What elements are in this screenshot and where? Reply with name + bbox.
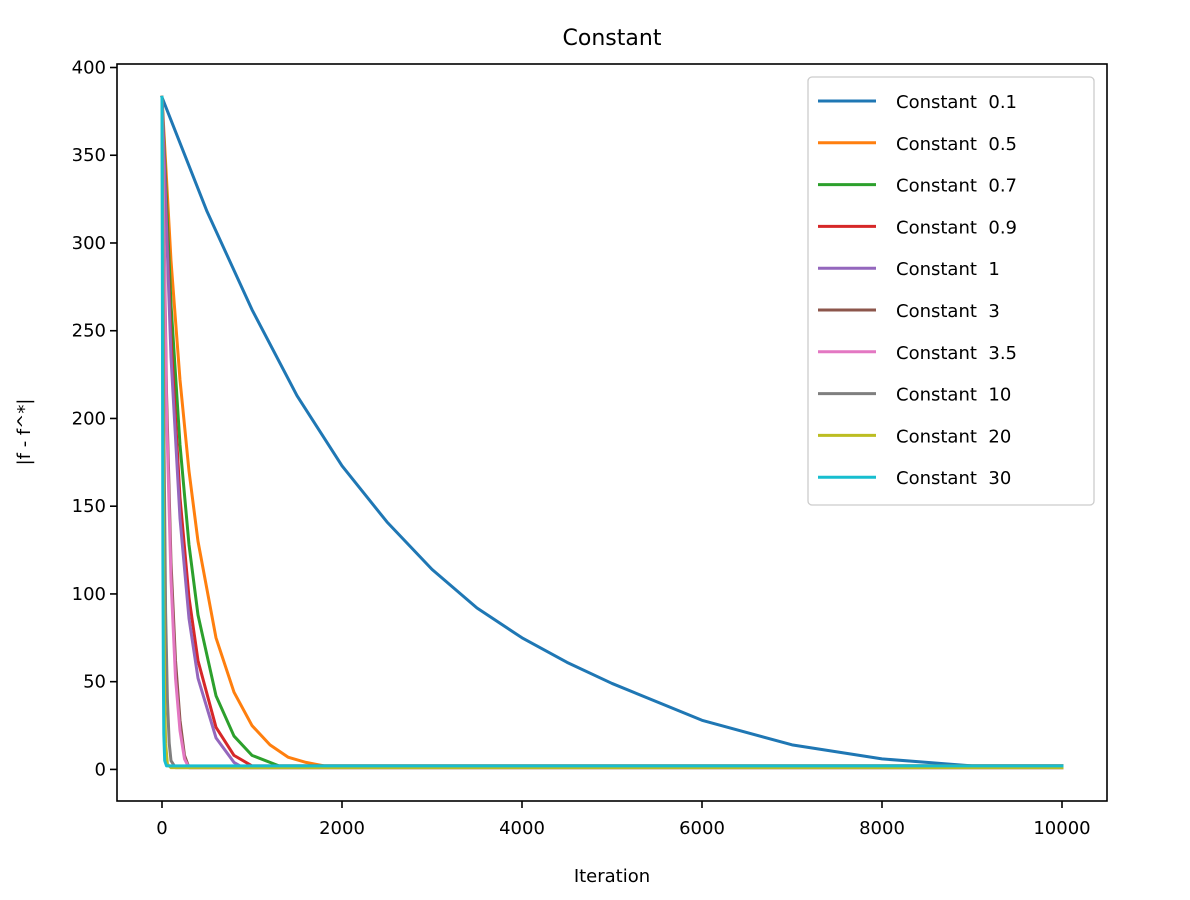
legend-label-1: Constant 0.1	[896, 92, 1017, 113]
y-tick-label: 0	[95, 759, 106, 780]
series-line-10	[160, 95, 1064, 768]
y-tick-label: 150	[72, 496, 106, 517]
y-axis-label: |f - f^*|	[14, 399, 35, 466]
legend: Constant 0.1 Constant 0.5 Constant 0.7 Cons…	[807, 76, 1095, 506]
x-tick-label: 8000	[859, 818, 905, 839]
x-tick-label: 10000	[1033, 818, 1090, 839]
plot-area: 0 2000 4000 6000 8000 10000 0 50 100 150 200 250 300…	[72, 58, 1108, 839]
legend-label-3: Constant 0.7	[896, 176, 1017, 197]
y-tick-label: 200	[72, 408, 106, 429]
x-tick-label: 4000	[499, 818, 545, 839]
legend-box	[807, 76, 1095, 506]
y-tick-label: 300	[72, 233, 106, 254]
y-tick-label: 250	[72, 321, 106, 342]
legend-label-10: Constant 30	[896, 468, 1011, 489]
legend-label-5: Constant 1	[896, 259, 1000, 280]
legend-label-9: Constant 20	[896, 426, 1011, 447]
y-tick-label: 350	[72, 145, 106, 166]
x-axis-label: Iteration	[574, 866, 650, 887]
y-tick-label: 400	[72, 58, 106, 79]
series-line-1	[160, 95, 1064, 768]
y-tick-label: 50	[83, 672, 106, 693]
legend-label-4: Constant 0.9	[896, 217, 1017, 238]
legend-label-2: Constant 0.5	[896, 134, 1017, 155]
x-tick-label: 2000	[319, 818, 365, 839]
chart-title: Constant	[563, 26, 662, 51]
x-tick-label: 6000	[679, 818, 725, 839]
legend-label-7: Constant 3.5	[896, 343, 1017, 364]
y-tick-label: 100	[72, 584, 106, 605]
legend-label-6: Constant 3	[896, 301, 1000, 322]
legend-label-8: Constant 10	[896, 385, 1011, 406]
x-tick-label: 0	[156, 818, 167, 839]
axes-frame	[116, 63, 1108, 802]
